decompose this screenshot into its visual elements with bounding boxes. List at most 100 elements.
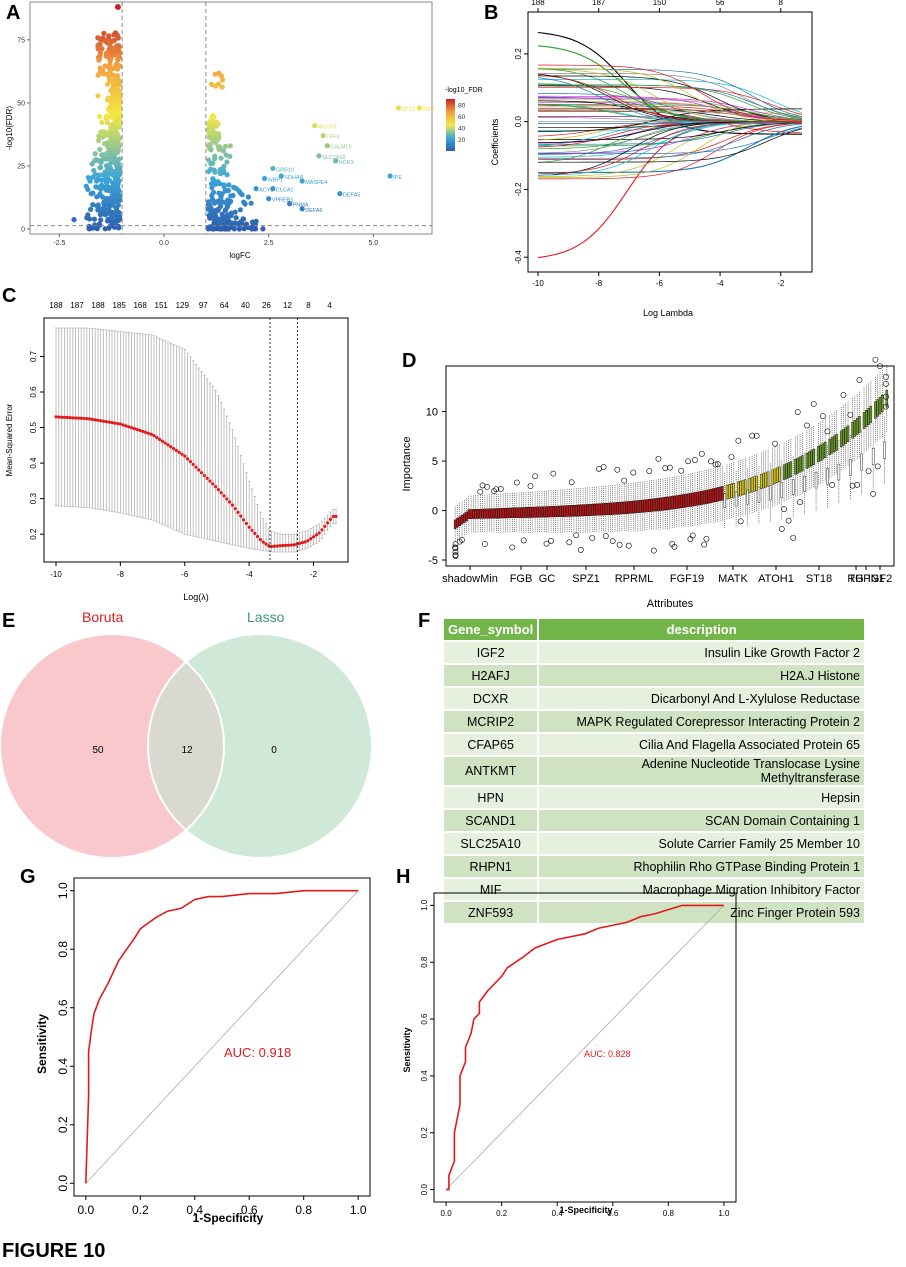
gene-description-cell: Adenine Nucleotide Translocase Lysine Me… [538, 756, 864, 787]
lasso-coef-path [538, 104, 803, 121]
boruta-box [798, 456, 802, 473]
lasso-cv-point [54, 415, 58, 419]
boruta-outlier [520, 537, 527, 544]
volcano-point [215, 179, 221, 185]
volcano-point [207, 215, 213, 221]
lasso-coef-path [538, 79, 803, 114]
volcano-point [108, 188, 114, 194]
lasso-cv-point [163, 441, 167, 445]
volcano-point [210, 138, 216, 144]
boruta-outlier [452, 552, 459, 558]
boruta-xtick-label: RHPN1 [847, 573, 884, 585]
volcano-point [241, 226, 247, 232]
gene-description-cell: Cilia And Flagella Associated Protein 65 [538, 733, 864, 757]
panel-letter-c: C [2, 285, 17, 307]
volcano-point [108, 55, 114, 61]
boruta-box [593, 503, 596, 516]
volcano-point [110, 156, 116, 162]
volcano-point [114, 169, 120, 176]
volcano-point [226, 182, 232, 188]
volcano-point [111, 143, 117, 149]
boruta-outlier [701, 541, 708, 548]
volcano-point [211, 215, 217, 221]
volcano-point [117, 63, 123, 69]
volcano-point [237, 219, 244, 225]
boruta-box [570, 505, 573, 517]
boruta-ytick-label: 5 [432, 456, 438, 468]
boruta-box [693, 492, 697, 506]
panel-letter-a: A [6, 2, 21, 24]
lasso-coef-path [538, 97, 803, 120]
lasso-cv-point [222, 494, 226, 498]
boruta-box [456, 518, 459, 528]
lasso-cv-point [281, 543, 285, 548]
volcano-point [111, 77, 117, 83]
boruta-box [728, 484, 731, 499]
volcano-point [106, 64, 112, 70]
boruta-box [839, 430, 843, 448]
boruta-box [458, 516, 461, 526]
volcano-point [211, 177, 217, 183]
volcano-point [212, 180, 218, 186]
lasso-cv-point [124, 424, 128, 428]
lasso-coef-path [538, 116, 803, 178]
boruta-box [476, 508, 480, 519]
roc-training-ytick-label: 0.6 [56, 999, 70, 1016]
lasso-cv-point [160, 439, 164, 443]
volcano-point [114, 161, 120, 167]
volcano-point [105, 143, 111, 149]
boruta-outlier [621, 477, 628, 484]
lasso-cv-point [93, 418, 97, 422]
boruta-outlier [712, 461, 719, 468]
volcano-point [232, 209, 238, 215]
volcano-point [109, 214, 115, 220]
volcano-point [115, 35, 121, 41]
volcano-point [117, 135, 123, 141]
volcano-point [97, 36, 103, 42]
volcano-point [112, 106, 118, 112]
volcano-point [210, 119, 216, 125]
lasso-cv-point [116, 421, 120, 426]
lasso-cv-point [244, 521, 248, 526]
gene-description-cell: Macrophage Migration Inhibitory Factor [538, 878, 864, 902]
volcano-gene-label: NCRX [339, 160, 355, 166]
lasso-coef-path [537, 93, 803, 122]
volcano-point [207, 142, 213, 148]
roc-validation-ytick-label: 0.6 [420, 1013, 429, 1025]
boruta-outlier [484, 483, 491, 490]
volcano-point [116, 161, 122, 167]
volcano-point [114, 217, 120, 223]
volcano-point [243, 221, 250, 227]
volcano-point [99, 182, 105, 188]
gene-symbol-cell: IGF2 [444, 641, 540, 665]
volcano-point [117, 118, 123, 124]
lasso-coef-path [538, 122, 803, 145]
volcano-point [106, 47, 112, 53]
boruta-box [549, 506, 553, 518]
venn-right-title: Lasso [247, 609, 285, 625]
lasso-coef-path [537, 74, 802, 122]
volcano-point [114, 149, 120, 155]
volcano-point [114, 187, 120, 193]
gene-table-row: H2AFJ H2A.J Histone [444, 664, 864, 688]
volcano-point [224, 224, 231, 231]
gene-table-row: HPN Hepsin [444, 786, 864, 810]
lasso-cv-point [99, 419, 103, 423]
gene-table-row: RHPN1 Rhophilin Rho GTPase Binding Protei… [444, 855, 864, 879]
volcano-point [108, 156, 114, 162]
lasso-cv-top-label: 97 [199, 301, 208, 310]
boruta-box [673, 495, 676, 510]
volcano-point [111, 37, 117, 44]
volcano-point [113, 49, 119, 55]
volcano-gene-label: TFF4 [326, 135, 339, 141]
volcano-point [212, 169, 218, 175]
volcano-point [208, 81, 215, 87]
lasso-cv-point [107, 420, 111, 424]
volcano-point [112, 119, 118, 125]
lasso-cv-point [166, 443, 170, 447]
volcano-point [96, 70, 102, 76]
volcano-point [112, 135, 118, 141]
lasso-cv-top-label: 4 [327, 301, 332, 310]
volcano-gene-label: CALML5 [330, 145, 351, 151]
lasso-cv-point [141, 429, 145, 434]
